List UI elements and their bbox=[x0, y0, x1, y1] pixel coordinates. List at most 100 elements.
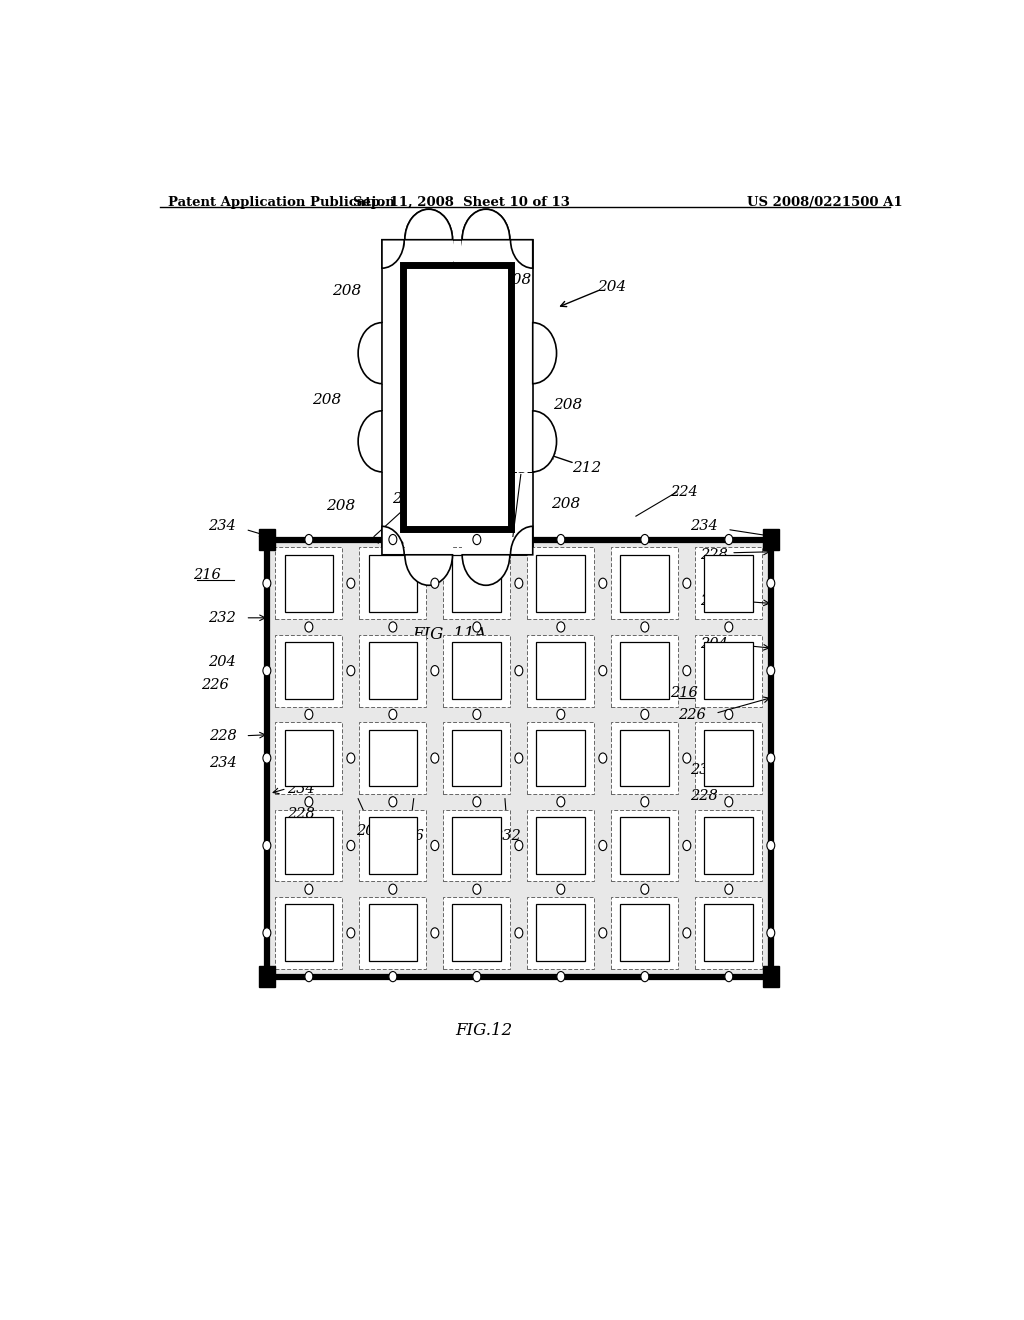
Bar bbox=[527, 898, 595, 969]
Circle shape bbox=[347, 665, 355, 676]
Bar bbox=[359, 722, 426, 793]
Circle shape bbox=[515, 578, 523, 589]
Bar bbox=[695, 809, 763, 882]
Text: 208: 208 bbox=[311, 393, 341, 408]
Circle shape bbox=[641, 884, 649, 894]
Wedge shape bbox=[462, 209, 510, 240]
Circle shape bbox=[515, 752, 523, 763]
Bar bbox=[462, 524, 510, 554]
Bar bbox=[763, 529, 779, 549]
Circle shape bbox=[641, 535, 649, 545]
Bar bbox=[695, 898, 763, 969]
Circle shape bbox=[683, 665, 691, 676]
Wedge shape bbox=[358, 411, 382, 471]
Circle shape bbox=[305, 972, 313, 982]
Circle shape bbox=[683, 578, 691, 589]
Bar bbox=[443, 635, 510, 706]
Text: 204: 204 bbox=[356, 824, 384, 838]
Text: FIG. 11A: FIG. 11A bbox=[412, 626, 486, 643]
Text: 226: 226 bbox=[430, 480, 458, 495]
Bar bbox=[527, 635, 595, 706]
Bar bbox=[462, 240, 510, 271]
Bar bbox=[763, 966, 779, 987]
Circle shape bbox=[641, 797, 649, 807]
Circle shape bbox=[557, 972, 565, 982]
Bar bbox=[537, 730, 585, 787]
Circle shape bbox=[557, 622, 565, 632]
Wedge shape bbox=[462, 554, 510, 585]
Circle shape bbox=[767, 665, 775, 676]
Bar bbox=[695, 635, 763, 706]
Wedge shape bbox=[404, 209, 453, 240]
Text: 234: 234 bbox=[209, 756, 238, 770]
Bar bbox=[705, 554, 754, 611]
Circle shape bbox=[599, 665, 607, 676]
Bar bbox=[453, 730, 501, 787]
Circle shape bbox=[767, 578, 775, 589]
Circle shape bbox=[725, 535, 733, 545]
Bar bbox=[369, 817, 417, 874]
Circle shape bbox=[473, 535, 481, 545]
Text: 234: 234 bbox=[208, 519, 236, 533]
Circle shape bbox=[347, 841, 355, 850]
Text: 208: 208 bbox=[332, 284, 360, 297]
Bar bbox=[285, 554, 333, 611]
Circle shape bbox=[431, 578, 439, 589]
Circle shape bbox=[683, 841, 691, 850]
Circle shape bbox=[263, 841, 270, 850]
Circle shape bbox=[305, 797, 313, 807]
Circle shape bbox=[725, 797, 733, 807]
Circle shape bbox=[683, 752, 691, 763]
Text: 216: 216 bbox=[670, 686, 697, 700]
Circle shape bbox=[515, 928, 523, 939]
Circle shape bbox=[557, 535, 565, 545]
Bar bbox=[382, 411, 406, 471]
Text: 204: 204 bbox=[699, 638, 727, 651]
Bar bbox=[285, 643, 333, 700]
Circle shape bbox=[725, 622, 733, 632]
Circle shape bbox=[473, 972, 481, 982]
Circle shape bbox=[389, 797, 397, 807]
Text: 228: 228 bbox=[690, 788, 718, 803]
Bar bbox=[537, 817, 585, 874]
Bar bbox=[621, 817, 670, 874]
Text: 228: 228 bbox=[209, 729, 238, 743]
Circle shape bbox=[599, 752, 607, 763]
Circle shape bbox=[725, 884, 733, 894]
Circle shape bbox=[725, 709, 733, 719]
Circle shape bbox=[767, 752, 775, 763]
Bar bbox=[369, 730, 417, 787]
Bar bbox=[695, 548, 763, 619]
Text: 204: 204 bbox=[467, 470, 495, 484]
Bar bbox=[705, 904, 754, 961]
Circle shape bbox=[305, 535, 313, 545]
Text: 234: 234 bbox=[287, 781, 314, 796]
Circle shape bbox=[725, 972, 733, 982]
Bar bbox=[359, 548, 426, 619]
Bar bbox=[285, 904, 333, 961]
Circle shape bbox=[263, 578, 270, 589]
Text: 208: 208 bbox=[425, 260, 455, 275]
Circle shape bbox=[557, 797, 565, 807]
Bar bbox=[621, 904, 670, 961]
Wedge shape bbox=[382, 527, 404, 554]
Bar bbox=[537, 643, 585, 700]
Wedge shape bbox=[404, 554, 453, 585]
Circle shape bbox=[599, 841, 607, 850]
Text: 226: 226 bbox=[678, 709, 706, 722]
Bar bbox=[275, 635, 342, 706]
Circle shape bbox=[557, 884, 565, 894]
Text: 232: 232 bbox=[494, 829, 521, 843]
Wedge shape bbox=[532, 322, 557, 384]
Text: FIG.12: FIG.12 bbox=[455, 1022, 512, 1039]
Bar bbox=[359, 635, 426, 706]
Text: 208: 208 bbox=[552, 496, 581, 511]
Bar bbox=[267, 540, 771, 977]
Bar bbox=[611, 898, 679, 969]
Text: 224: 224 bbox=[670, 484, 697, 499]
Bar bbox=[611, 809, 679, 882]
Wedge shape bbox=[511, 240, 532, 268]
Bar bbox=[705, 730, 754, 787]
Text: 204: 204 bbox=[208, 655, 236, 668]
Text: 216: 216 bbox=[194, 568, 221, 582]
